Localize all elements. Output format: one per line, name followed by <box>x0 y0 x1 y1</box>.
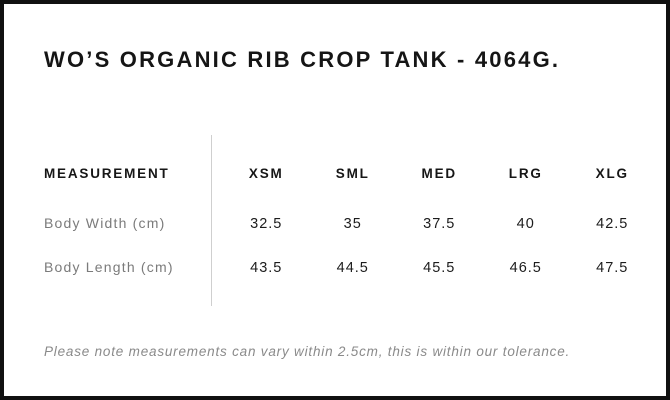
cell-value: 40 <box>516 216 535 232</box>
column-header-xsm: XSM <box>248 166 284 181</box>
cell-value: 45.5 <box>423 260 456 276</box>
row-label: Body Length (cm) <box>44 259 174 275</box>
column-header-sml: SML <box>335 166 370 181</box>
table-header-row: MEASUREMENT XSM SML MED LRG XLG <box>44 166 656 181</box>
table-row-body-width: Body Width (cm) 32.5 35 37.5 40 42.5 <box>44 215 656 232</box>
column-header-med: MED <box>421 166 457 181</box>
cell-value: 44.5 <box>336 260 369 276</box>
cell-value: 43.5 <box>250 260 283 276</box>
tolerance-note: Please note measurements can vary within… <box>44 344 571 359</box>
column-header-measurement: MEASUREMENT <box>44 166 170 181</box>
column-header-lrg: LRG <box>508 166 543 181</box>
cell-value: 32.5 <box>250 216 283 232</box>
cell-value: 42.5 <box>596 216 629 232</box>
table-divider <box>211 135 212 306</box>
row-label: Body Width (cm) <box>44 215 166 231</box>
cell-value: 35 <box>343 216 362 232</box>
column-header-xlg: XLG <box>595 166 629 181</box>
cell-value: 47.5 <box>596 260 629 276</box>
table-row-body-length: Body Length (cm) 43.5 44.5 45.5 46.5 47.… <box>44 259 656 276</box>
cell-value: 37.5 <box>423 216 456 232</box>
product-title: WO’S ORGANIC RIB CROP TANK - 4064G. <box>44 47 561 72</box>
cell-value: 46.5 <box>509 260 542 276</box>
